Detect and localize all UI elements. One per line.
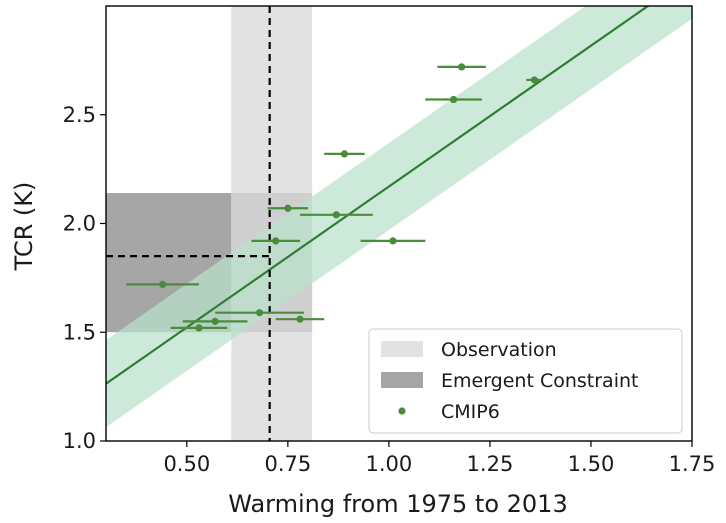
y-tick-label: 1.5: [63, 320, 96, 344]
cmip6-point: [389, 237, 397, 245]
confidence-band: [106, 6, 692, 428]
legend-label: Emergent Constraint: [441, 370, 638, 392]
cmip6-point: [296, 315, 304, 323]
y-tick-label: 1.0: [63, 429, 96, 453]
cmip6-point: [458, 63, 466, 71]
cmip6-point: [340, 150, 349, 158]
reference-lines-layer: [106, 6, 271, 441]
cmip6-point: [255, 309, 264, 317]
cmip6-point: [332, 211, 340, 219]
y-axis-label: TCR (K): [10, 182, 38, 272]
x-tick-label: 0.50: [163, 452, 210, 476]
legend: Observation Emergent Constraint CMIP6: [368, 328, 683, 434]
x-tick-label: 1.00: [366, 452, 413, 476]
confidence-band-layer: [106, 6, 692, 428]
x-tick-label: 0.75: [264, 452, 311, 476]
regression-line-layer: [106, 6, 650, 385]
cmip6-point: [449, 95, 458, 104]
x-tick-label: 1.50: [568, 452, 615, 476]
cmip6-point: [284, 204, 292, 212]
legend-swatch: [381, 372, 423, 388]
x-tick-label: 1.25: [467, 452, 514, 476]
x-axis-label: Warming from 1975 to 2013: [228, 490, 567, 518]
cmip6-point: [211, 317, 219, 325]
legend-swatch: [381, 341, 423, 357]
y-tick-label: 2.5: [63, 103, 96, 127]
ticks-layer: 0.50 0.75 1.00 1.25 1.50 1.75 1.0 1.5 2.0 2.5: [63, 103, 716, 476]
legend-box: [368, 328, 683, 434]
cmip6-point: [158, 280, 167, 288]
cmip6-points-layer: [126, 63, 543, 332]
y-tick-label: 2.0: [63, 212, 96, 236]
cmip6-point: [195, 324, 203, 332]
cmip6-point: [530, 76, 538, 84]
legend-label: Observation: [441, 339, 557, 361]
regression-line: [106, 6, 650, 385]
x-tick-label: 1.75: [669, 452, 716, 476]
cmip6-point: [272, 237, 280, 245]
legend-label: CMIP6: [441, 401, 500, 423]
legend-marker: [398, 407, 406, 415]
